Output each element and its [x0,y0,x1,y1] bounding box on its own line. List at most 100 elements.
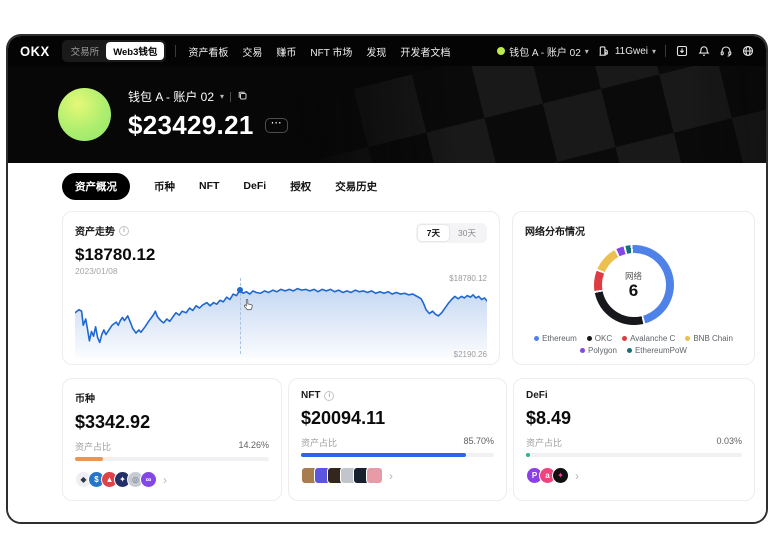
navbar-divider [665,45,666,57]
donut-center: 网络 6 [601,253,666,317]
fuel-icon [598,45,611,58]
coins-progress-fill [75,457,103,461]
nft-share-pct: 85.70% [463,436,494,446]
coins-card-title: 币种 [75,394,95,405]
defi-value: $8.49 [526,408,572,428]
copy-address-icon[interactable] [237,90,248,104]
legend-item-okc: OKC [586,334,612,343]
globe-icon[interactable] [741,45,754,58]
asset-trend-title: 资产走势 [75,227,115,238]
donut-center-value: 6 [628,280,639,300]
tab-history[interactable]: 交易历史 [335,180,378,193]
share-label: 资产占比 [526,438,563,448]
wallet-avatar [58,88,111,141]
wallet-name[interactable]: 钱包 A - 账户 02 [128,90,215,104]
range-7d-button[interactable]: 7天 [417,225,450,241]
protocol-dark-icon: ✦ [552,467,569,484]
crosshair-line [239,278,241,354]
legend-item-avalanche: Avalanche C [622,334,675,343]
mode-web3-wallet[interactable]: Web3钱包 [106,42,165,60]
tab-approvals[interactable]: 授权 [290,180,312,193]
legend-dot [622,336,628,341]
tab-nft[interactable]: NFT [199,180,220,192]
nft-expand-chevron[interactable]: › [389,468,393,483]
mode-toggle: 交易所 Web3钱包 [61,40,167,62]
coins-summary-card: 币种 $3342.92 资产占比 14.26% ◆ $ ▲ ✦ ◎ [62,378,282,501]
coins-value: $3342.92 [75,412,151,432]
coins-progress-track [75,457,269,461]
wallet-summary: 钱包 A - 账户 02 ▾ $23429.21 [128,88,288,141]
chevron-down-icon[interactable]: ▾ [220,92,225,101]
trend-current-value: $18780.12 [75,245,156,264]
defi-expand-chevron[interactable]: › [575,468,579,483]
defi-progress-track [526,453,742,457]
defi-progress-fill [526,453,530,457]
nav-link-dev-docs[interactable]: 开发者文档 [400,47,451,59]
network-distribution-card: 网络分布情况 网络 6 Ethereum OKC Avalanche C BNB… [512,211,755,365]
gas-price[interactable]: 11Gwei ▾ [598,45,656,58]
share-label: 资产占比 [301,438,338,448]
tab-coins[interactable]: 币种 [154,180,175,193]
info-icon [119,225,129,236]
legend-dot [626,348,632,353]
range-30d-button[interactable]: 30天 [449,225,485,241]
network-legend: Ethereum OKC Avalanche C BNB Chain Polyg… [525,334,742,355]
nav-link-discover[interactable]: 发现 [366,47,387,59]
nft-thumbnail [366,467,383,484]
legend-item-bnb: BNB Chain [685,334,733,343]
section-tabs: 资产概况 币种 NFT DeFi 授权 交易历史 [62,172,755,200]
donut-center-label: 网络 [624,270,642,281]
coins-share-pct: 14.26% [238,440,269,450]
nav-link-dashboard[interactable]: 资产看板 [188,47,229,59]
defi-card-title: DeFi [526,390,548,401]
wallet-balance: $23429.21 [128,110,254,140]
top-navbar: OKX 交易所 Web3钱包 资产看板 交易 赚币 NFT 市场 发现 开发者文… [8,36,766,66]
navbar-links: 资产看板 交易 赚币 NFT 市场 发现 开发者文档 [188,44,450,59]
nft-summary-card: NFT $20094.11 资产占比 85.70% [288,378,507,501]
crosshair-dot [236,287,243,294]
defi-share-pct: 0.03% [716,436,742,446]
trend-line-plot [75,280,487,358]
defi-protocol-row: P a ✦ › [526,467,742,484]
nav-link-earn[interactable]: 赚币 [276,47,297,59]
legend-item-polygon: Polygon [580,346,617,355]
legend-dot [580,348,586,353]
coins-expand-chevron[interactable]: › [163,472,167,487]
nft-progress-track [301,453,494,457]
coins-token-row: ◆ $ ▲ ✦ ◎ ∞ › [75,471,269,488]
nft-value: $20094.11 [301,408,386,428]
network-card-title: 网络分布情况 [525,227,585,238]
app-window: OKX 交易所 Web3钱包 资产看板 交易 赚币 NFT 市场 发现 开发者文… [8,36,766,522]
legend-item-ethereum: Ethereum [534,334,577,343]
chevron-down-icon: ▾ [651,46,656,56]
info-icon [324,390,335,401]
legend-item-ethereumpow: EthereumPoW [626,346,687,355]
mode-exchange[interactable]: 交易所 [64,42,107,60]
legend-dot [534,336,540,341]
cursor-icon [242,298,255,316]
gas-price-label: 11Gwei [614,45,648,57]
wallet-selector-label: 钱包 A - 账户 02 [509,47,581,59]
wallet-status-dot [497,47,506,55]
hero-divider [230,91,232,102]
bell-icon[interactable] [697,45,710,58]
qr-download-icon[interactable] [675,45,688,58]
wallet-selector[interactable]: 钱包 A - 账户 02 ▾ [497,44,589,59]
tab-asset-overview[interactable]: 资产概况 [62,172,130,200]
protocol-a-icon: a [539,467,556,484]
legend-dot [685,336,691,341]
nft-thumbs-row: › [301,467,494,484]
legend-dot [586,336,592,341]
nav-link-nft-market[interactable]: NFT 市场 [310,47,353,59]
wallet-hero: 钱包 A - 账户 02 ▾ $23429.21 [8,66,766,163]
hero-checker-pattern [295,66,766,163]
okx-logo: OKX [20,43,50,59]
network-donut-chart: 网络 6 [593,245,674,325]
headset-icon[interactable] [719,45,732,58]
nav-link-trade[interactable]: 交易 [242,47,263,59]
y-min-label: $2190.26 [453,350,487,359]
chevron-down-icon: ▾ [584,46,589,56]
asset-trend-chart[interactable]: $18780.12 $2190.26 [75,274,487,359]
more-actions-button[interactable] [264,116,288,133]
tab-defi[interactable]: DeFi [243,180,267,192]
